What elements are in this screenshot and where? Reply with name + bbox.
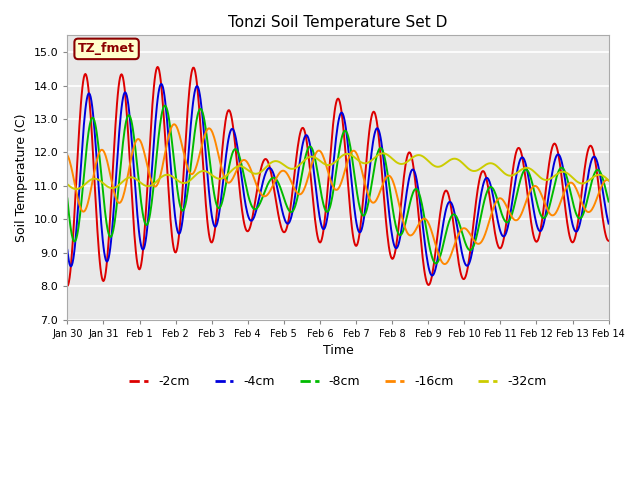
Legend: -2cm, -4cm, -8cm, -16cm, -32cm: -2cm, -4cm, -8cm, -16cm, -32cm (124, 370, 552, 393)
Text: TZ_fmet: TZ_fmet (78, 42, 135, 55)
X-axis label: Time: Time (323, 344, 353, 357)
Y-axis label: Soil Temperature (C): Soil Temperature (C) (15, 113, 28, 242)
Title: Tonzi Soil Temperature Set D: Tonzi Soil Temperature Set D (228, 15, 447, 30)
